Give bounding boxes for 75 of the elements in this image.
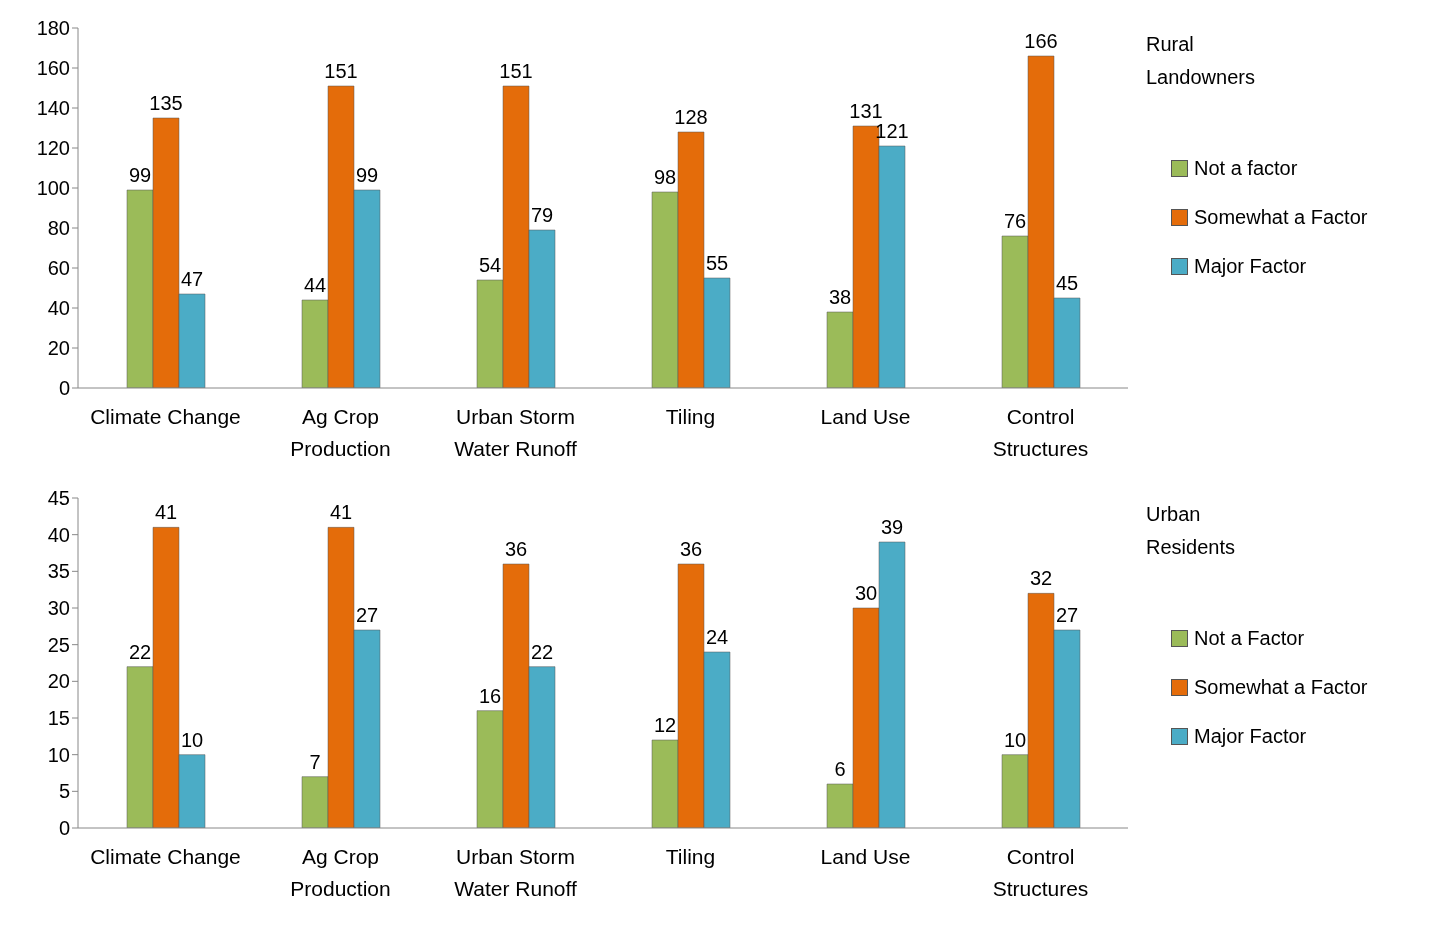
data-label: 10 <box>1003 728 1027 751</box>
data-label: 30 <box>854 582 878 604</box>
data-label: 22 <box>530 640 554 663</box>
y-tick-label: 40 <box>47 523 70 546</box>
x-tick-label: Urban Storm Water Runoff <box>454 405 577 460</box>
y-tick-label: 35 <box>47 560 70 583</box>
legend-title: Rural Landowners <box>1146 32 1256 90</box>
y-tick-label: 120 <box>36 137 70 160</box>
x-tick-label: Control Structures <box>992 845 1089 900</box>
data-label: 79 <box>530 204 554 226</box>
y-tick-label: 25 <box>47 633 70 656</box>
data-label: 47 <box>180 268 204 290</box>
y-tick-label: 160 <box>36 57 70 80</box>
x-tick-label: Climate Change <box>90 405 241 428</box>
y-tick-label: 60 <box>47 257 70 280</box>
data-label: 76 <box>1003 210 1027 232</box>
data-label: 45 <box>1055 272 1079 294</box>
x-tick-label: Land Use <box>820 405 911 428</box>
x-tick-label: Tiling <box>665 405 716 428</box>
legend-label: Not a factor <box>1194 157 1298 180</box>
legend-label: Major Factor <box>1194 725 1307 748</box>
x-tick-label: Climate Change <box>90 845 241 868</box>
data-label: 12 <box>653 714 677 736</box>
y-tick-label: 30 <box>47 597 70 620</box>
y-tick-label: 100 <box>36 177 70 200</box>
x-tick-label: Land Use <box>820 845 911 868</box>
x-tick-label: Urban Storm Water Runoff <box>454 845 577 900</box>
data-label: 44 <box>303 274 327 296</box>
legend-label: Major Factor <box>1194 255 1307 278</box>
data-label: 135 <box>149 92 183 114</box>
data-label: 41 <box>154 501 178 524</box>
data-label: 7 <box>309 750 321 773</box>
data-label: 151 <box>499 60 533 82</box>
data-label: 151 <box>324 60 358 82</box>
y-tick-label: 5 <box>58 780 70 803</box>
data-label: 128 <box>674 106 708 128</box>
data-label: 16 <box>478 684 502 707</box>
y-tick-label: 180 <box>36 17 70 40</box>
data-label: 6 <box>834 758 846 780</box>
x-tick-label: Control Structures <box>992 405 1089 460</box>
data-label: 27 <box>355 604 379 626</box>
legend-label: Somewhat a Factor <box>1194 676 1368 699</box>
y-tick-label: 15 <box>47 707 70 730</box>
legend-label: Somewhat a Factor <box>1194 206 1368 229</box>
y-tick-label: 20 <box>47 337 70 360</box>
y-tick-label: 20 <box>47 670 70 693</box>
x-tick-label: Ag Crop Production <box>290 405 391 460</box>
x-tick-label: Ag Crop Production <box>290 845 391 900</box>
y-tick-label: 0 <box>58 817 70 840</box>
data-label: 55 <box>705 252 729 274</box>
data-label: 10 <box>180 728 204 751</box>
y-tick-label: 0 <box>58 377 70 400</box>
y-tick-label: 45 <box>47 487 70 510</box>
y-tick-label: 80 <box>47 217 70 240</box>
data-label: 41 <box>329 501 353 524</box>
data-label: 38 <box>828 286 852 308</box>
data-label: 99 <box>128 164 152 186</box>
y-tick-label: 10 <box>47 743 70 766</box>
data-label: 24 <box>705 626 729 648</box>
legend-title: Urban Residents <box>1146 502 1236 560</box>
data-label: 98 <box>653 166 677 188</box>
data-label: 166 <box>1024 30 1058 52</box>
data-label: 131 <box>849 100 883 122</box>
y-tick-label: 40 <box>47 297 70 320</box>
data-label: 39 <box>880 516 904 538</box>
legend-label: Not a Factor <box>1194 627 1305 650</box>
data-label: 32 <box>1029 567 1053 590</box>
data-label: 22 <box>128 640 152 663</box>
y-tick-label: 140 <box>36 97 70 120</box>
data-label: 27 <box>1055 604 1079 626</box>
data-label: 54 <box>478 254 502 276</box>
data-label: 36 <box>679 538 703 560</box>
data-label: 99 <box>355 164 379 186</box>
x-tick-label: Tiling <box>665 845 716 868</box>
data-label: 36 <box>504 538 528 560</box>
